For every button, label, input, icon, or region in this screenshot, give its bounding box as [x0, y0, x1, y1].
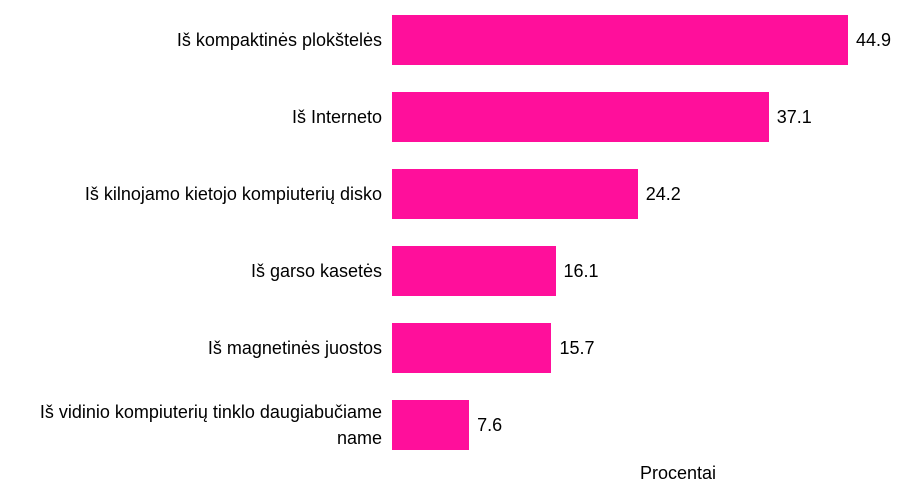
bar: [392, 323, 552, 373]
bar: [392, 169, 638, 219]
x-axis-label: Procentai: [640, 463, 717, 483]
category-label: Iš kompaktinės plokštelės: [176, 30, 382, 50]
category-label: Iš Interneto: [291, 107, 382, 127]
bar: [392, 246, 556, 296]
value-label: 44.9: [856, 30, 892, 50]
value-label: 37.1: [776, 107, 812, 127]
bar: [392, 400, 470, 450]
category-label: Iš garso kasetės: [250, 261, 382, 281]
value-label: 24.2: [645, 184, 681, 204]
bar: [392, 15, 848, 65]
category-label: Iš magnetinės juostos: [207, 338, 382, 358]
value-label: 16.1: [563, 261, 599, 281]
value-label: 7.6: [477, 415, 503, 435]
value-label: 15.7: [559, 338, 595, 358]
bar: [392, 92, 769, 142]
category-label: Iš vidinio kompiuterių tinklo daugiabuči…: [39, 402, 382, 448]
category-label: Iš kilnojamo kietojo kompiuterių disko: [84, 184, 382, 204]
